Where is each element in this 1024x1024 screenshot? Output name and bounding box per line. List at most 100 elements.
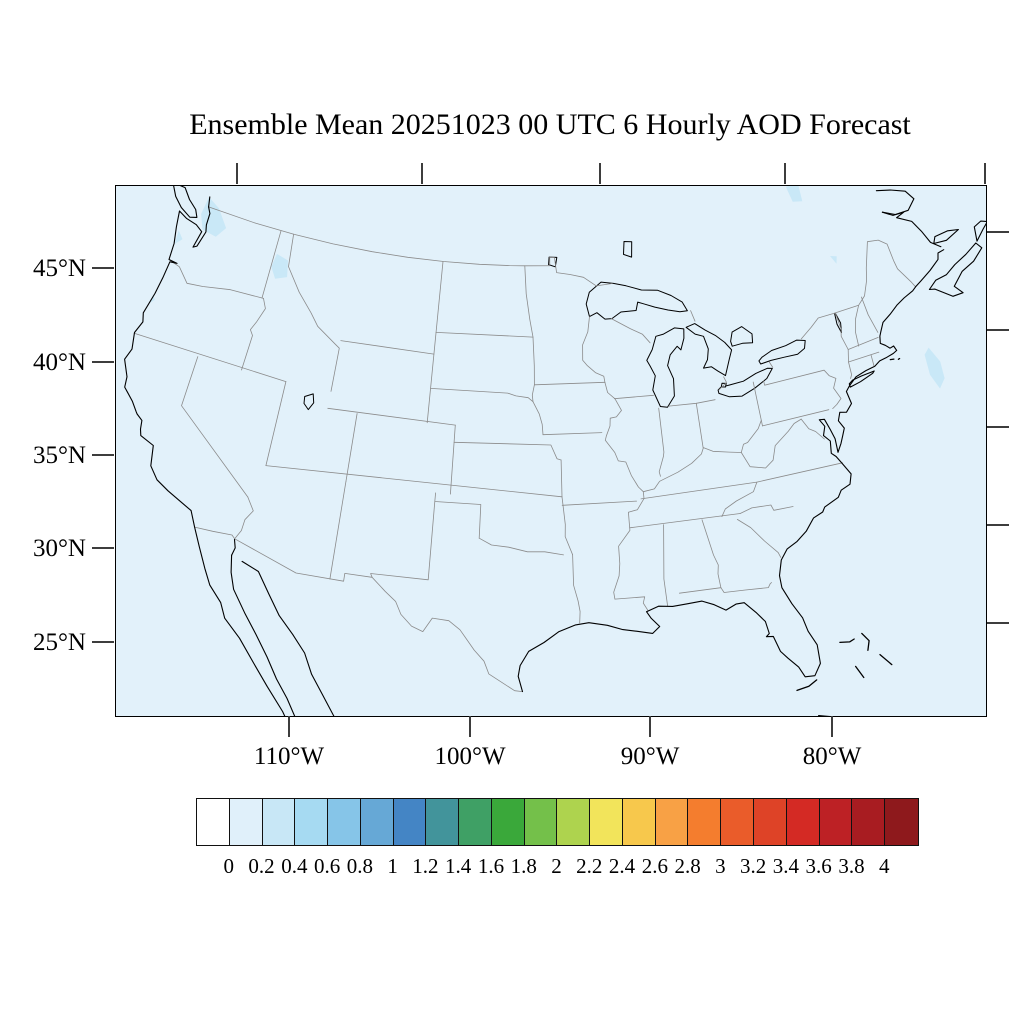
lon-label: 90°W (620, 743, 680, 770)
coastline-island (928, 242, 983, 297)
lat-label: 25°N (32, 629, 86, 656)
political-border (133, 332, 287, 382)
lake-outline (585, 281, 688, 320)
political-border (241, 298, 266, 371)
lon-tick-bottom (288, 716, 290, 737)
plot-title: Ensemble Mean 20251023 00 UTC 6 Hourly A… (189, 108, 911, 141)
political-border (800, 418, 825, 440)
colorbar-label: 1.4 (445, 854, 472, 878)
lon-tick-top (984, 163, 986, 184)
colorbar-cell (754, 799, 787, 845)
political-border (690, 310, 696, 322)
colorbar-label: 0.6 (313, 854, 341, 878)
lat-tick-right (987, 231, 1009, 233)
colorbar-label: 3.2 (740, 854, 767, 878)
colorbar-label: 2.2 (576, 854, 603, 878)
lon-tick-top (599, 163, 601, 184)
lat-label: 45°N (32, 255, 86, 282)
aod-patch (924, 347, 945, 389)
coastline (517, 286, 917, 693)
political-border (560, 459, 563, 498)
colorbar-cell (360, 799, 394, 845)
political-border (642, 419, 762, 493)
colorbar-cell (852, 799, 886, 845)
political-border (663, 524, 668, 607)
lon-label: 100°W (434, 743, 506, 770)
colorbar-label: 2.4 (608, 854, 636, 878)
coastline (124, 206, 296, 716)
colorbar-label: 3.4 (772, 854, 800, 878)
aod-patch (150, 294, 155, 303)
political-border (531, 384, 544, 436)
coastline (231, 539, 236, 556)
coastline-island (848, 370, 875, 388)
political-border (561, 496, 573, 556)
lake-outline (834, 313, 842, 334)
political-border (370, 501, 436, 581)
political-border (265, 381, 287, 466)
colorbar-cell (197, 799, 230, 845)
lat-label: 30°N (32, 535, 86, 562)
political-border (847, 337, 879, 350)
colorbar-cell (819, 799, 853, 845)
political-border (614, 394, 654, 400)
lon-tick-bottom (831, 716, 833, 737)
political-border (453, 441, 562, 461)
political-border (763, 369, 842, 409)
colorbar-cell (786, 799, 820, 845)
political-border (534, 381, 606, 386)
political-border (345, 413, 358, 483)
island (889, 358, 895, 361)
political-border (194, 526, 523, 692)
lat-tick-right (987, 329, 1009, 331)
colorbar-cell (688, 799, 722, 845)
lake-outline (730, 326, 754, 347)
political-border (720, 582, 772, 593)
lon-tick-top (784, 163, 786, 184)
political-border (701, 519, 722, 589)
colorbar-label: 0.4 (281, 854, 308, 878)
political-border (610, 318, 651, 344)
colorbar-label: 0.8 (346, 854, 373, 878)
aod-patch (785, 186, 803, 202)
coastline (241, 560, 335, 716)
colorbar-cell (393, 799, 427, 845)
colorbar-cell (590, 799, 623, 845)
lat-tick-right (987, 524, 1009, 526)
aod-patch (201, 197, 227, 237)
political-border (800, 239, 916, 340)
lat-tick-right (987, 622, 1009, 624)
lon-tick-bottom (469, 716, 471, 737)
colorbar-label: 0 (223, 854, 235, 878)
colorbar-label: 3 (715, 854, 726, 878)
lat-tick-left (92, 361, 114, 363)
colorbar-label: 1.6 (477, 854, 505, 878)
political-border (679, 587, 722, 594)
island (839, 638, 855, 644)
lon-tick-bottom (649, 716, 651, 737)
colorbar-cell (262, 799, 296, 845)
political-border (740, 418, 802, 469)
colorbar-label: 3.8 (838, 854, 865, 878)
colorbar-cell (885, 799, 918, 845)
colorbar-cell (557, 799, 591, 845)
coastline-island (933, 228, 959, 245)
political-border (329, 481, 347, 580)
political-border (430, 388, 534, 403)
political-border (768, 361, 774, 368)
political-border (870, 354, 875, 366)
lat-label: 40°N (32, 349, 86, 376)
political-border (604, 381, 645, 600)
coastline (915, 249, 945, 288)
lon-label: 80°W (802, 743, 862, 770)
lat-tick-left (92, 267, 114, 269)
lake-outline (303, 393, 315, 411)
political-border (582, 316, 606, 383)
lat-tick-left (92, 454, 114, 456)
political-border (668, 399, 716, 407)
political-border (542, 432, 603, 436)
political-border (614, 596, 649, 612)
colorbar-label: 4 (878, 854, 890, 878)
lon-tick-top (236, 163, 238, 184)
political-border (265, 465, 563, 498)
